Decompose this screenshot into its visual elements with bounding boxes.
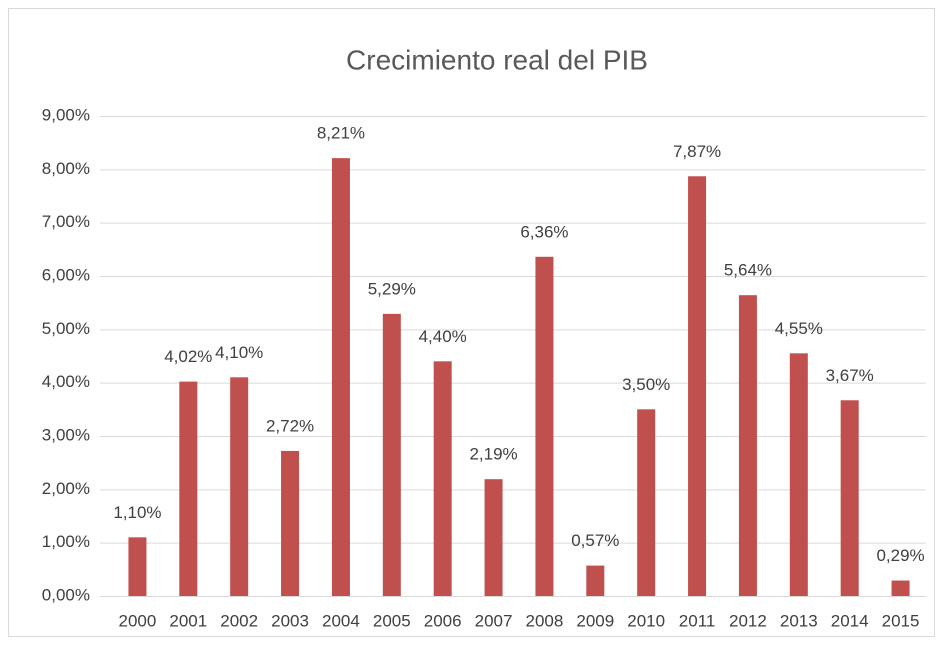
x-tick-label: 2009 bbox=[576, 611, 614, 630]
x-tick-label: 2011 bbox=[679, 611, 716, 630]
chart-border bbox=[8, 8, 935, 637]
y-tick-label: 7,00% bbox=[42, 212, 90, 231]
bar bbox=[331, 158, 350, 596]
bar bbox=[230, 377, 249, 596]
x-tick-label: 2006 bbox=[424, 611, 462, 630]
bar bbox=[891, 580, 910, 596]
data-label: 3,50% bbox=[622, 375, 670, 394]
bar bbox=[789, 353, 808, 596]
y-tick-label: 9,00% bbox=[42, 105, 90, 124]
data-label: 4,10% bbox=[215, 343, 263, 362]
x-tick-label: 2004 bbox=[322, 611, 360, 630]
data-label: 0,57% bbox=[571, 531, 619, 550]
data-label: 6,36% bbox=[520, 222, 568, 241]
bar bbox=[637, 409, 656, 596]
data-label: 5,29% bbox=[368, 279, 416, 298]
bar bbox=[484, 479, 503, 596]
x-tick-label: 2010 bbox=[627, 611, 665, 630]
x-tick-label: 2007 bbox=[475, 611, 513, 630]
bar bbox=[128, 537, 147, 596]
y-tick-label: 4,00% bbox=[42, 372, 90, 391]
y-tick-label: 1,00% bbox=[42, 532, 90, 551]
data-label: 4,55% bbox=[775, 319, 823, 338]
data-label: 2,19% bbox=[469, 445, 517, 464]
x-tick-label: 2015 bbox=[882, 611, 920, 630]
data-label: 8,21% bbox=[317, 124, 365, 143]
y-tick-label: 2,00% bbox=[42, 479, 90, 498]
x-tick-label: 2008 bbox=[526, 611, 564, 630]
bar bbox=[535, 256, 554, 596]
data-label: 3,67% bbox=[826, 366, 874, 385]
bar bbox=[179, 381, 198, 596]
bar bbox=[586, 565, 605, 596]
y-tick-label: 8,00% bbox=[42, 159, 90, 178]
bar bbox=[688, 176, 707, 596]
data-label: 7,87% bbox=[673, 142, 721, 161]
data-label: 5,64% bbox=[724, 261, 772, 280]
bar bbox=[382, 313, 401, 596]
y-tick-label: 6,00% bbox=[42, 265, 90, 284]
data-label: 2,72% bbox=[266, 416, 314, 435]
y-tick-label: 5,00% bbox=[42, 319, 90, 338]
bar bbox=[738, 295, 757, 596]
x-tick-label: 2003 bbox=[271, 611, 309, 630]
data-label: 4,40% bbox=[419, 327, 467, 346]
x-tick-label: 2012 bbox=[729, 611, 767, 630]
x-tick-label: 2014 bbox=[831, 611, 869, 630]
x-tick-label: 2005 bbox=[373, 611, 411, 630]
bar bbox=[840, 400, 859, 596]
chart-title: Crecimiento real del PIB bbox=[346, 44, 648, 75]
bar bbox=[433, 361, 452, 596]
x-tick-label: 2002 bbox=[220, 611, 258, 630]
bar bbox=[281, 450, 300, 596]
y-tick-label: 0,00% bbox=[42, 585, 90, 604]
y-tick-label: 3,00% bbox=[42, 425, 90, 444]
x-tick-label: 2001 bbox=[169, 611, 207, 630]
x-tick-label: 2000 bbox=[119, 611, 157, 630]
data-label: 0,29% bbox=[876, 546, 924, 565]
data-label: 4,02% bbox=[164, 347, 212, 366]
data-label: 1,10% bbox=[113, 503, 161, 522]
x-tick-label: 2013 bbox=[780, 611, 818, 630]
